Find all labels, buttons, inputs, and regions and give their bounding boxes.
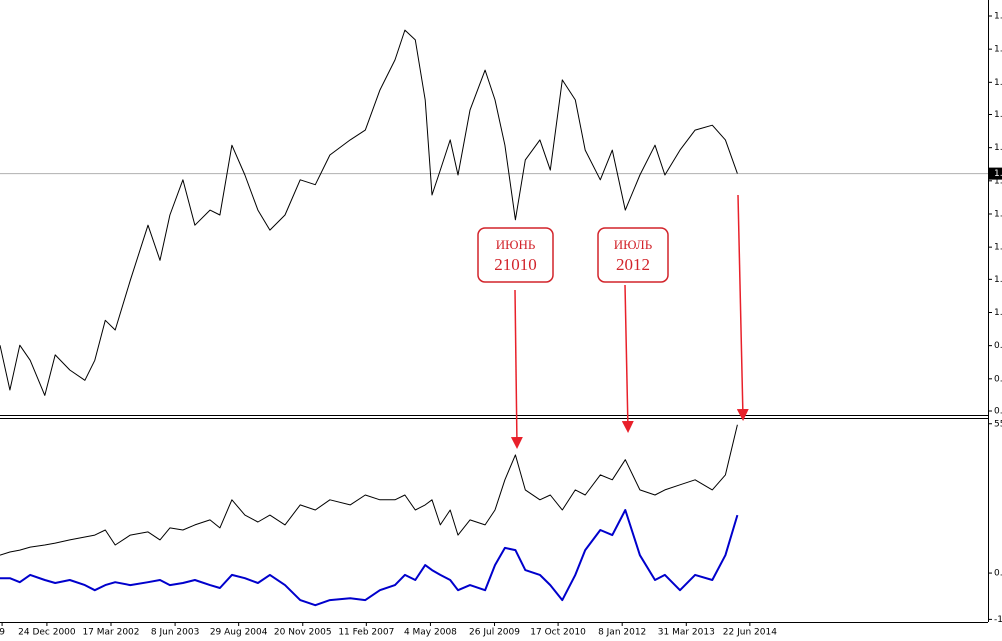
x-tick-label: 8 Jan 2012 [598, 628, 646, 638]
y-tick-label: 1.1440 [994, 243, 1002, 253]
x-tick-label: 17 Oct 2010 [530, 628, 586, 638]
callout-text: 21010 [494, 255, 537, 274]
series-line [0, 29, 738, 396]
x-tick-label: 9 [0, 628, 5, 638]
arrow [510, 289, 523, 449]
y-tick-label: 1.5500 [994, 45, 1002, 55]
series-line [0, 424, 738, 556]
x-tick-label: 29 Aug 2004 [210, 628, 268, 638]
x-tick-label: 4 May 2008 [404, 628, 457, 638]
y-tick-label: -173223 [994, 615, 1002, 625]
y-tick-label: 0.9420 [994, 341, 1002, 351]
y-tick-label: 1.2120 [994, 209, 1002, 219]
arrow [621, 284, 634, 433]
y-tick-label: 1.4160 [994, 110, 1002, 120]
x-tick-label: 24 Dec 2000 [18, 628, 76, 638]
current-price-box [989, 167, 1002, 180]
x-tick-label: 26 Jul 2009 [469, 628, 520, 638]
x-tick-label: 8 Jun 2003 [151, 628, 199, 638]
x-tick-label: 11 Feb 2007 [338, 628, 394, 638]
y-tick-label: 0.00 [994, 569, 1002, 579]
y-tick-label: 0.8080 [994, 407, 1002, 417]
x-tick-label: 31 Mar 2013 [658, 628, 715, 638]
x-tick-label: 22 Jun 2014 [723, 628, 777, 638]
y-tick-label: 1.3480 [994, 143, 1002, 153]
y-tick-label: 0.8740 [994, 374, 1002, 384]
y-tick-label: 1.0100 [994, 308, 1002, 318]
callout-box [597, 227, 669, 283]
y-tick-label: 1.6180 [994, 11, 1002, 21]
x-tick-label: 20 Nov 2005 [274, 628, 332, 638]
y-tick-label: 1.0780 [994, 275, 1002, 285]
callout-text: ИЮЛЬ [614, 237, 653, 252]
y-tick-label: 1.4820 [994, 78, 1002, 88]
current-price-label: 1.2948 [994, 169, 1002, 179]
series-line [0, 509, 739, 607]
y-tick-label: 558468 [994, 419, 1002, 429]
callout-text: ИЮНЬ [496, 237, 536, 252]
x-tick-label: 17 Mar 2002 [82, 628, 139, 638]
y-tick-label: 1.2800 [994, 176, 1002, 186]
callout-text: 2012 [616, 255, 650, 274]
callout-box [477, 227, 554, 283]
arrow [736, 194, 749, 421]
